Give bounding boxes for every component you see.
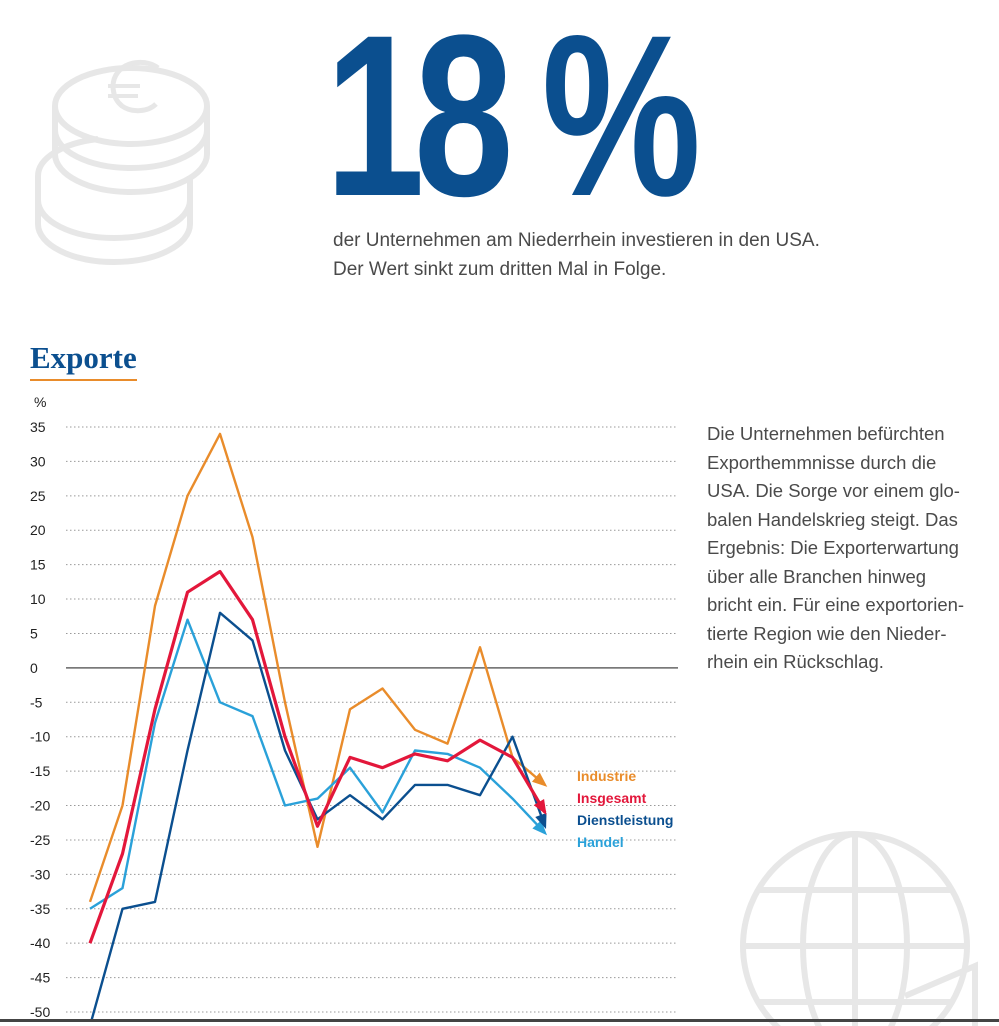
series-arrow-industrie [531, 772, 548, 787]
y-tick-label: 35 [30, 419, 46, 435]
euro-coins-icon [35, 60, 210, 266]
headline-value: 18 [325, 0, 514, 244]
y-axis-unit: % [34, 394, 46, 410]
headline-unit: % [541, 0, 701, 244]
y-tick-label: 20 [30, 522, 46, 538]
y-tick-label: 5 [30, 625, 38, 641]
y-tick-label: -30 [30, 866, 50, 882]
y-tick-label: -40 [30, 935, 50, 951]
series-arrow-dienstleistung [535, 812, 547, 829]
y-tick-label: 15 [30, 557, 46, 573]
section-title: Exporte [30, 340, 137, 381]
globe-icon [740, 831, 978, 1026]
series-line-dienstleistung [90, 611, 547, 1019]
y-tick-label: 25 [30, 488, 46, 504]
series-line-industrie [88, 432, 546, 903]
y-tick-label: -25 [30, 832, 50, 848]
headline-description: der Unternehmen am Niederrhein investier… [333, 230, 820, 280]
y-tick-label: -15 [30, 763, 50, 779]
y-tick-label: 0 [30, 660, 38, 676]
series-arrow-insgesamt [533, 799, 547, 815]
y-tick-label: 10 [30, 591, 46, 607]
y-tick-label: -10 [30, 729, 50, 745]
legend-label-insgesamt: Insgesamt [577, 790, 647, 806]
legend-label-dienstleistung: Dienstleistung [577, 812, 673, 828]
series-line-handel [89, 618, 546, 910]
y-tick-label: -45 [30, 970, 50, 986]
y-tick-label: -20 [30, 798, 50, 814]
series-line-insgesamt [88, 569, 547, 944]
bottom-border [0, 1019, 999, 1022]
headline-stat: 18 % [325, 1, 701, 231]
y-tick-label: -5 [30, 694, 43, 710]
y-tick-label: -35 [30, 901, 50, 917]
body-text: Die Unternehmen befürchten Exporthemmnis… [707, 423, 965, 672]
exports-line-chart: % 35 30 25 20 15 10 5 0 -5 -10 -15 -20 -25 -30 -35 -40 -4… [30, 394, 678, 1020]
legend-label-industrie: Industrie [577, 768, 636, 784]
y-tick-label: 30 [30, 453, 46, 469]
y-tick-label: -50 [30, 1004, 50, 1020]
legend-label-handel: Handel [577, 834, 624, 850]
series-arrow-handel [532, 820, 548, 836]
